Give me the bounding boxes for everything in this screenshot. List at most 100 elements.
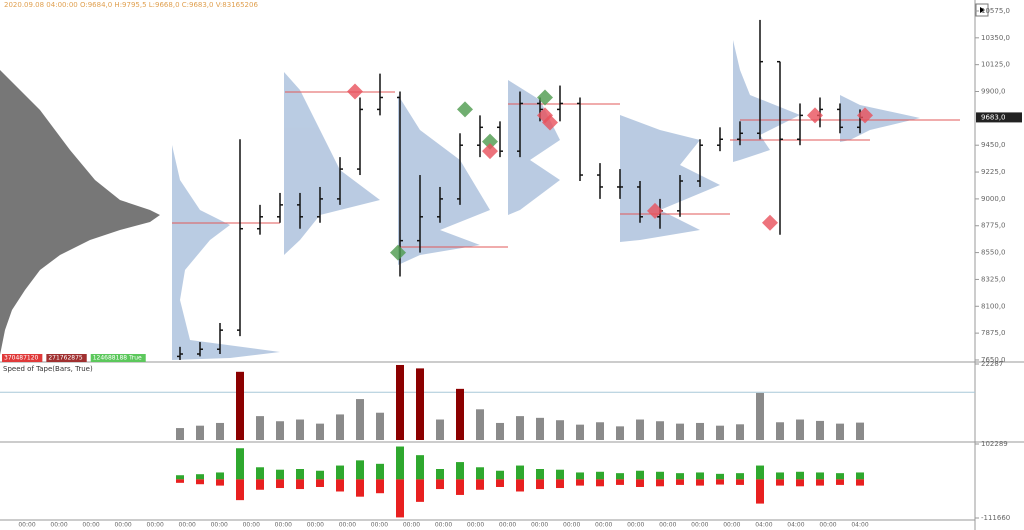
delta-bar [276,469,284,480]
y-tick-label: 9450,0 [981,141,1006,149]
x-tick-label: 00:00 [563,522,580,529]
delta-bar [176,475,184,480]
signal-diamond [762,214,778,231]
delta-bar [236,479,244,501]
signal-diamond [542,114,558,131]
signal-diamond [390,244,406,261]
speed-bar [636,419,644,440]
delta-bar [476,467,484,480]
chart-header: 2020.09.08 04:00:00 O:9684,0 H:9795,5 L:… [4,1,258,9]
speed-bar [336,414,344,440]
delta-bar [636,479,644,487]
delta-bar [196,474,204,480]
delta-bar [776,479,784,486]
delta-bar [396,446,404,480]
delta-bar [436,479,444,490]
delta-bar [396,479,404,518]
delta-bar [856,472,864,480]
x-tick-label: 00:00 [275,522,292,529]
delta-bar [756,479,764,504]
delta-bar [296,469,304,480]
y-tick-label: 10575,0 [981,7,1010,15]
delta-bar [836,479,844,485]
y-tick-label: 8550,0 [981,249,1006,257]
speed-bar [656,421,664,440]
delta-bar [816,472,824,480]
x-tick-label: 00:00 [211,522,228,529]
x-tick-label: 04:00 [851,522,868,529]
speed-bar [196,425,204,440]
delta-bar [596,471,604,480]
delta-bar [716,473,724,480]
volume-profile [0,70,160,355]
delta-bar [716,479,724,485]
y-tick-label: 7650,0 [981,356,1006,364]
speed-bar [676,423,684,440]
delta-bar [856,479,864,486]
footer-label-bg [2,354,43,362]
speed-bar [776,422,784,440]
speed-bar [456,388,464,440]
x-tick-label: 00:00 [627,522,644,529]
delta-bar [616,473,624,480]
delta-bar [836,473,844,480]
y-tick-label: 8775,0 [981,222,1006,230]
speed-bar [576,424,584,440]
signal-diamond [482,143,498,160]
footer-label-bg [46,354,87,362]
x-tick-label: 00:00 [595,522,612,529]
x-tick-label: 04:00 [787,522,804,529]
speed-bar [356,399,364,440]
speed-bar [256,416,264,440]
y-tick-label: 10350,0 [981,34,1010,42]
delta-bar [216,479,224,486]
speed-bar [856,422,864,440]
delta-bar [496,479,504,487]
delta-bar [576,479,584,486]
signal-diamond [807,107,823,124]
delta-bar [456,462,464,480]
footer-label: 271762875 [48,355,83,362]
delta-bar [496,470,504,480]
speed-bar [496,422,504,440]
signal-diamond [482,133,498,150]
footer-label: 124688188 True [93,355,142,362]
speed-bar [616,426,624,440]
delta-bar [176,479,184,483]
delta-bar [536,469,544,480]
play-icon [980,7,985,13]
delta-bar [356,460,364,480]
x-tick-label: 00:00 [243,522,260,529]
delta-bar [696,472,704,480]
delta-bar [756,465,764,480]
footer-label: 370487120 [4,355,39,362]
y-tick-label: 8325,0 [981,275,1006,283]
x-tick-label: 00:00 [147,522,164,529]
volume-profile [733,40,800,162]
delta-bar [376,479,384,494]
session-profiles [172,40,920,360]
delta-bar [316,479,324,487]
panel-title: Speed of Tape(Bars, True) [3,365,93,373]
delta-bar [256,467,264,480]
left-profile [0,70,160,355]
speed-bar [176,428,184,440]
speed-bar [296,419,304,440]
x-tick-label: 00:00 [659,522,676,529]
signal-diamond [537,89,553,106]
delta-bar [536,479,544,490]
speed-bar [796,419,804,440]
delta-bar [636,470,644,480]
speed-bar [756,392,764,440]
speed-bar [516,416,524,440]
delta-bar [296,479,304,490]
speed-bar [276,421,284,440]
x-tick-label: 00:00 [403,522,420,529]
speed-bar [696,422,704,440]
x-tick-label: 00:00 [371,522,388,529]
x-tick-label: 00:00 [531,522,548,529]
x-tick-label: 04:00 [755,522,772,529]
speed-bar [816,420,824,440]
x-tick-label: 00:00 [819,522,836,529]
